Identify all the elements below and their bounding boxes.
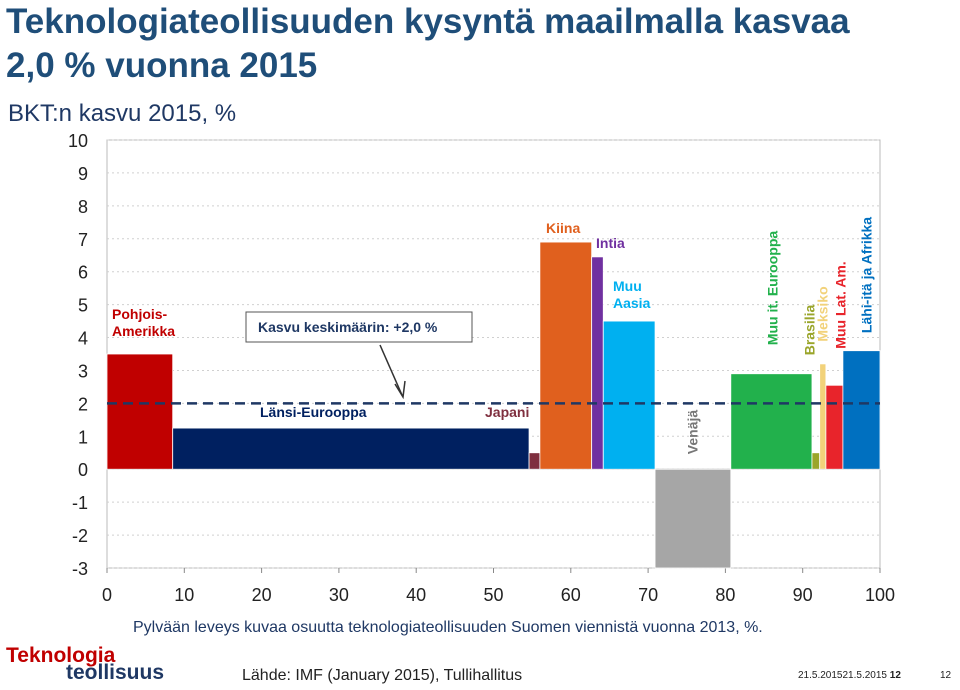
x-tick-label: 70 bbox=[638, 585, 658, 605]
average-arrow bbox=[379, 344, 403, 396]
bar bbox=[811, 452, 821, 470]
y-tick-label: 2 bbox=[78, 394, 88, 414]
y-tick-label: 4 bbox=[78, 329, 88, 349]
x-tick-label: 100 bbox=[865, 585, 895, 605]
y-tick-label: -2 bbox=[72, 526, 88, 546]
category-label: Pohjois-Amerikka bbox=[112, 306, 176, 339]
category-label: Muu Lat. Am. bbox=[832, 261, 849, 349]
y-tick-label: 5 bbox=[78, 296, 88, 316]
page-number-2: 12 bbox=[940, 670, 952, 681]
source: Lähde: IMF (January 2015), Tullihallitus bbox=[242, 667, 523, 684]
logo-line2: teollisuus bbox=[66, 661, 165, 684]
x-tick-label: 40 bbox=[406, 585, 426, 605]
plot-area bbox=[106, 139, 881, 569]
bar bbox=[842, 350, 881, 470]
bar bbox=[730, 373, 813, 470]
page-number: 12 bbox=[889, 670, 901, 681]
bar bbox=[106, 353, 174, 470]
title: Teknologiateollisuuden kysyntä maailmall… bbox=[6, 2, 850, 85]
x-tick-label: 80 bbox=[715, 585, 735, 605]
category-label: Länsi-Eurooppa bbox=[260, 404, 367, 420]
note: Pylvään leveys kuvaa osuutta teknologiat… bbox=[133, 619, 763, 636]
bar bbox=[591, 256, 604, 470]
date: 21.5.201521.5.2015 12 bbox=[798, 670, 901, 681]
bar bbox=[528, 452, 541, 470]
x-tick-label: 60 bbox=[561, 585, 581, 605]
bar bbox=[819, 363, 827, 470]
x-tick-label: 90 bbox=[793, 585, 813, 605]
category-label: Venäjä bbox=[684, 409, 701, 455]
y-tick-label: -3 bbox=[72, 559, 88, 579]
average-label: Kasvu keskimäärin: +2,0 % bbox=[258, 319, 438, 335]
category-label: Japani bbox=[485, 404, 530, 420]
y-tick-label: -1 bbox=[72, 493, 88, 513]
y-tick-label: 1 bbox=[78, 427, 88, 447]
category-label: Lähi-itä ja Afrikka bbox=[858, 216, 875, 334]
y-tick-label: 8 bbox=[78, 197, 88, 217]
x-tick-label: 50 bbox=[483, 585, 503, 605]
category-label: Muu it. Eurooppa bbox=[764, 230, 781, 346]
date-text: 21.5.201521.5.2015 bbox=[798, 670, 887, 681]
bar bbox=[654, 468, 732, 569]
y-tick-label: 6 bbox=[78, 263, 88, 283]
category-label: Kiina bbox=[546, 220, 581, 236]
y-tick-label: 0 bbox=[78, 460, 88, 480]
x-tick-label: 30 bbox=[329, 585, 349, 605]
x-tick-label: 0 bbox=[102, 585, 112, 605]
category-label: Meksiko bbox=[814, 286, 831, 342]
y-tick-label: 3 bbox=[78, 361, 88, 381]
average-box bbox=[245, 311, 473, 343]
logo-line1: Teknologia bbox=[6, 644, 116, 667]
subtitle: BKT:n kasvu 2015, % bbox=[8, 100, 237, 127]
arrow-head bbox=[394, 380, 406, 400]
bar bbox=[172, 427, 530, 470]
y-tick-label: 7 bbox=[78, 230, 88, 250]
y-tick-label: 10 bbox=[68, 131, 88, 151]
bar bbox=[539, 241, 593, 470]
x-tick-label: 20 bbox=[252, 585, 272, 605]
bar bbox=[825, 384, 844, 470]
x-tick-label: 10 bbox=[174, 585, 194, 605]
y-tick-label: 9 bbox=[78, 164, 88, 184]
bar bbox=[602, 320, 656, 470]
category-label: Intia bbox=[596, 235, 625, 251]
category-label: Muu Aasia bbox=[613, 278, 651, 311]
